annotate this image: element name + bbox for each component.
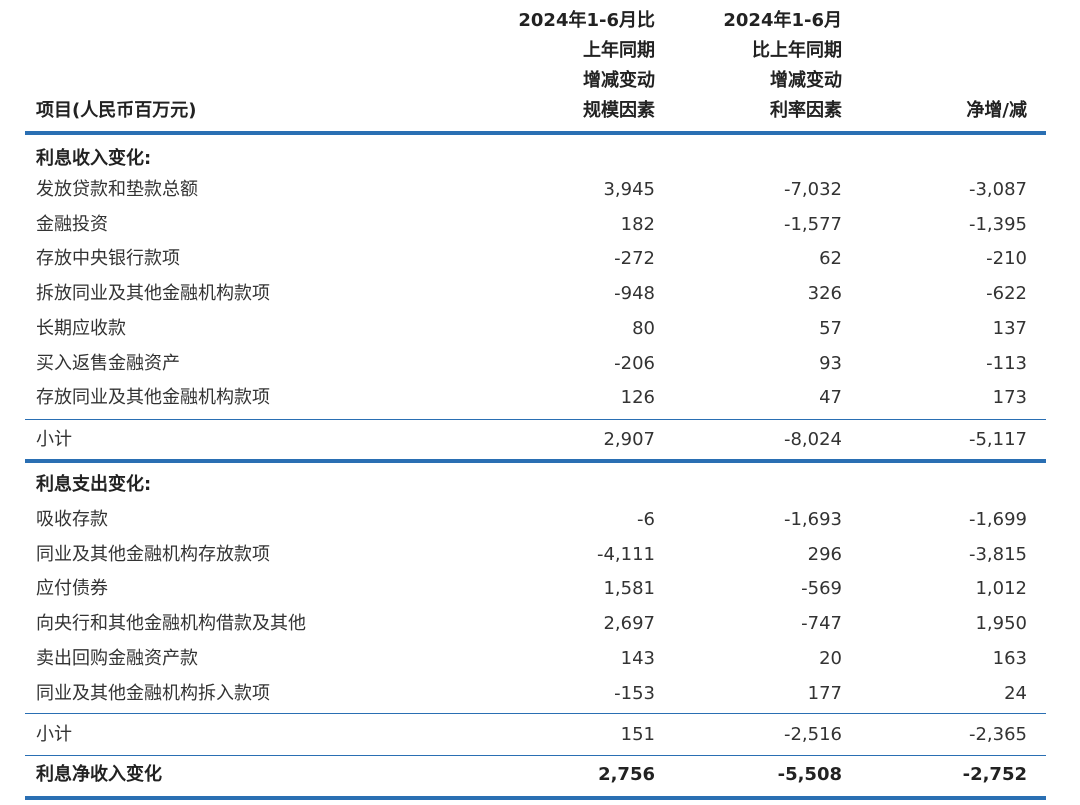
header-net-change: 净增/减 (966, 100, 1027, 121)
interest-change-table: 项目(人民币百万元) 2024年1-6月比 上年同期 增减变动 规模因素 202… (25, 0, 1046, 805)
table-row: 长期应收款 80 57 137 (25, 312, 1046, 346)
table-row: 存放中央银行款项 -272 62 -210 (25, 242, 1046, 276)
subtotal-rule (25, 713, 1046, 714)
volume-factor-value: -153 (614, 682, 655, 704)
volume-factor-value: 3,945 (603, 179, 655, 200)
volume-factor-value: 182 (620, 213, 655, 235)
net-change-value: -5,117 (968, 429, 1027, 450)
net-change-value: -1,699 (968, 509, 1027, 530)
rate-factor-value: 93 (819, 352, 842, 374)
table-row: 金融投资 182 -1,577 -1,395 (25, 208, 1046, 242)
table-row: 向央行和其他金融机构借款及其他 2,697 -747 1,950 (25, 607, 1046, 641)
net-change-value: -3,815 (968, 543, 1027, 565)
row-label: 买入返售金融资产 (36, 352, 180, 374)
net-change-value: 24 (1004, 682, 1027, 704)
header-item: 项目(人民币百万元) (36, 100, 197, 121)
subtotal-row: 小计 151 -2,516 -2,365 (25, 718, 1046, 752)
row-label: 同业及其他金融机构拆入款项 (36, 682, 270, 704)
net-change-value: -622 (986, 283, 1027, 305)
volume-factor-value: 2,907 (603, 429, 655, 450)
row-label: 金融投资 (36, 213, 108, 235)
rate-factor-value: -1,577 (783, 213, 842, 235)
row-label: 向央行和其他金融机构借款及其他 (36, 613, 306, 635)
table-header: 项目(人民币百万元) 2024年1-6月比 上年同期 增减变动 规模因素 202… (25, 10, 1046, 132)
section-title: 利息收入变化: (36, 148, 152, 169)
rate-factor-value: 57 (819, 317, 842, 339)
volume-factor-value: 80 (632, 317, 655, 339)
net-change-value: -113 (986, 352, 1027, 374)
row-label: 小计 (36, 724, 72, 745)
row-label: 拆放同业及其他金融机构款项 (36, 283, 270, 305)
bottom-rule (25, 796, 1046, 800)
table-row: 卖出回购金融资产款 143 20 163 (25, 642, 1046, 676)
net-change-value: 163 (992, 647, 1027, 669)
volume-factor-value: -206 (614, 352, 655, 374)
volume-factor-value: 2,756 (598, 764, 655, 785)
section-title: 利息支出变化: (36, 474, 152, 495)
header-rule (25, 131, 1046, 135)
section-rule (25, 459, 1046, 463)
volume-factor-value: -948 (614, 283, 655, 305)
volume-factor-value: -6 (637, 509, 655, 530)
net-change-value: -2,752 (962, 764, 1027, 785)
subtotal-row: 小计 2,907 -8,024 -5,117 (25, 423, 1046, 457)
volume-factor-value: 143 (620, 647, 655, 669)
rate-factor-value: 296 (807, 543, 842, 565)
total-rule (25, 755, 1046, 756)
table-row: 存放同业及其他金融机构款项 126 47 173 (25, 381, 1046, 415)
rate-factor-value: -5,508 (777, 764, 842, 785)
row-label: 同业及其他金融机构存放款项 (36, 543, 270, 565)
rate-factor-value: -2,516 (783, 724, 842, 745)
rate-factor-value: 20 (819, 647, 842, 669)
net-change-value: -3,087 (968, 179, 1027, 200)
rate-factor-value: 326 (807, 283, 842, 305)
header-volume-factor: 2024年1-6月比 上年同期 增减变动 规模因素 (518, 10, 655, 121)
table-row: 拆放同业及其他金融机构款项 -948 326 -622 (25, 277, 1046, 311)
rate-factor-value: -569 (801, 578, 842, 600)
volume-factor-value: -4,111 (596, 543, 655, 565)
volume-factor-value: -272 (614, 248, 655, 270)
rate-factor-value: -1,693 (783, 509, 842, 530)
row-label: 发放贷款和垫款总额 (36, 179, 198, 200)
section-income: 利息收入变化: (25, 142, 1046, 176)
volume-factor-value: 126 (620, 387, 655, 409)
row-label: 存放同业及其他金融机构款项 (36, 387, 270, 409)
rate-factor-value: -7,032 (783, 179, 842, 200)
row-label: 长期应收款 (36, 317, 126, 339)
net-change-value: -210 (986, 248, 1027, 270)
row-label: 利息净收入变化 (36, 764, 162, 785)
net-change-value: -2,365 (968, 724, 1027, 745)
row-label: 存放中央银行款项 (36, 248, 180, 270)
rate-factor-value: 47 (819, 387, 842, 409)
table-row: 发放贷款和垫款总额 3,945 -7,032 -3,087 (25, 173, 1046, 207)
volume-factor-value: 151 (620, 724, 655, 745)
table-row: 同业及其他金融机构存放款项 -4,111 296 -3,815 (25, 538, 1046, 572)
table-row: 吸收存款 -6 -1,693 -1,699 (25, 503, 1046, 537)
volume-factor-value: 1,581 (603, 578, 655, 600)
net-change-value: -1,395 (968, 213, 1027, 235)
header-rate-factor: 2024年1-6月 比上年同期 增减变动 利率因素 (723, 10, 842, 121)
volume-factor-value: 2,697 (603, 613, 655, 635)
table-row: 同业及其他金融机构拆入款项 -153 177 24 (25, 677, 1046, 711)
net-change-value: 137 (992, 317, 1027, 339)
rate-factor-value: -747 (801, 613, 842, 635)
row-label: 应付债券 (36, 578, 108, 600)
row-label: 小计 (36, 429, 72, 450)
table-row: 应付债券 1,581 -569 1,012 (25, 572, 1046, 606)
rate-factor-value: 62 (819, 248, 842, 270)
table-row: 买入返售金融资产 -206 93 -113 (25, 347, 1046, 381)
rate-factor-value: 177 (807, 682, 842, 704)
net-change-value: 173 (992, 387, 1027, 409)
row-label: 吸收存款 (36, 509, 108, 530)
rate-factor-value: -8,024 (783, 429, 842, 450)
net-change-value: 1,012 (975, 578, 1027, 600)
net-change-value: 1,950 (975, 613, 1027, 635)
row-label: 卖出回购金融资产款 (36, 647, 198, 669)
subtotal-rule (25, 419, 1046, 420)
net-total-row: 利息净收入变化 2,756 -5,508 -2,752 (25, 758, 1046, 792)
section-expense: 利息支出变化: (25, 468, 1046, 502)
